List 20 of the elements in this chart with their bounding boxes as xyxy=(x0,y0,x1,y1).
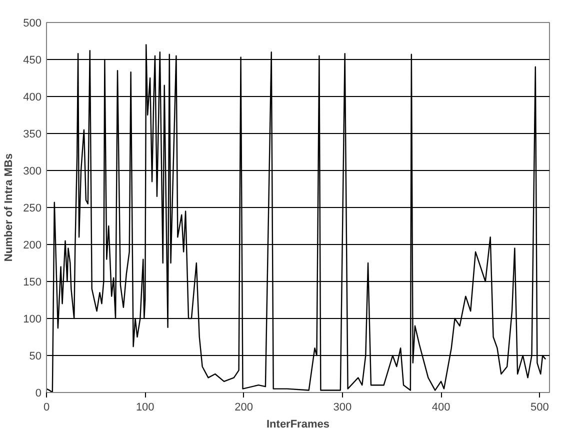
y-tick-label: 200 xyxy=(23,240,42,252)
y-tick-label: 450 xyxy=(23,54,42,66)
x-tick-label: 200 xyxy=(234,402,253,414)
y-axis-title: Number of Intra MBs xyxy=(3,153,16,262)
x-tick-label: 500 xyxy=(530,402,549,414)
y-tick-label: 400 xyxy=(23,92,42,104)
y-tick-label: 100 xyxy=(23,314,42,326)
x-axis-title: InterFrames xyxy=(266,418,330,430)
y-tick-label: 250 xyxy=(23,202,42,214)
x-tick-label: 0 xyxy=(43,402,50,414)
x-tick-label: 300 xyxy=(333,402,352,414)
x-tick-label: 400 xyxy=(432,402,450,414)
y-tick-label: 300 xyxy=(23,166,42,178)
y-tick-label: 50 xyxy=(29,350,42,362)
y-tick-label: 500 xyxy=(23,18,42,30)
y-tick-label: 350 xyxy=(23,128,42,140)
y-tick-label: 0 xyxy=(35,388,42,400)
x-tick-label: 100 xyxy=(136,402,154,414)
y-tick-label: 150 xyxy=(23,276,42,288)
line-series xyxy=(46,44,546,392)
